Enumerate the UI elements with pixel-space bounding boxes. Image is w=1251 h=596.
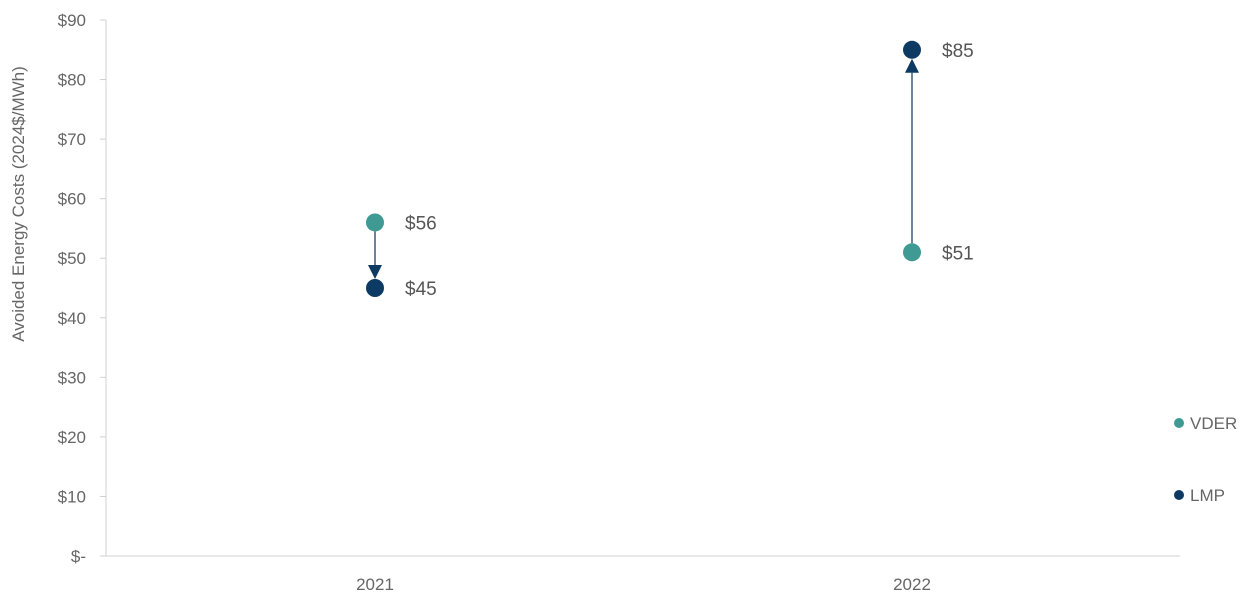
legend-label-vder: VDER (1190, 414, 1237, 433)
y-tick-label: $80 (58, 71, 86, 90)
y-tick-label: $40 (58, 309, 86, 328)
legend: VDER LMP (1174, 414, 1237, 505)
y-tick-label: $70 (58, 130, 86, 149)
y-tick-label: $50 (58, 249, 86, 268)
y-tick-label: $30 (58, 368, 86, 387)
data-label-lmp-2022: $85 (942, 41, 974, 62)
x-category-labels: 2021 2022 (356, 575, 931, 594)
y-tick-label: $10 (58, 487, 86, 506)
point-lmp-2021 (366, 279, 384, 297)
change-arrow-head (905, 58, 919, 73)
point-lmp-2022 (903, 40, 921, 59)
y-tick-label: $- (71, 547, 86, 566)
data-label-vder-2021: $56 (405, 213, 437, 234)
data-points: $56 $51 $45 $85 (366, 40, 974, 300)
legend-marker-lmp (1174, 490, 1184, 500)
data-label-lmp-2021: $45 (405, 279, 437, 300)
point-vder-2022 (903, 243, 921, 262)
x-category-label: 2021 (356, 575, 394, 594)
x-category-label: 2022 (893, 575, 931, 594)
data-label-vder-2022: $51 (942, 243, 974, 264)
axes (105, 20, 1180, 557)
change-arrow-head (368, 265, 382, 279)
point-vder-2021 (366, 213, 384, 232)
y-tick-label: $20 (58, 428, 86, 447)
legend-label-lmp: LMP (1190, 486, 1225, 505)
y-axis-title: Avoided Energy Costs (2024$/MWh) (9, 66, 28, 342)
y-tick-label: $90 (58, 11, 86, 30)
legend-marker-vder (1174, 418, 1184, 428)
y-ticks: $- $10 $20 $30 $40 $50 $60 $70 $80 $90 (58, 11, 106, 566)
change-arrows (368, 58, 919, 279)
y-tick-label: $60 (58, 190, 86, 209)
